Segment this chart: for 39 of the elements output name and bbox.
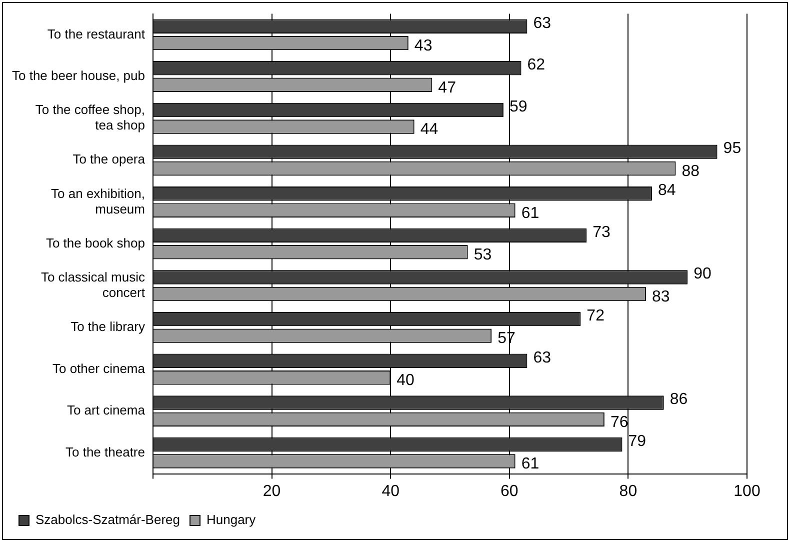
data-label: 86 [670, 391, 688, 408]
legend-label: Szabolcs-Szatmár-Bereg [36, 512, 180, 528]
y-tick-label: To an exhibition, museum [51, 186, 145, 216]
legend-label: Hungary [206, 512, 256, 528]
y-tick-label: To the coffee shop, tea shop [35, 102, 145, 133]
y-tick-label: To art cinema [66, 402, 146, 418]
data-label: 53 [474, 246, 492, 264]
x-tick-label: 60 [500, 482, 518, 500]
data-label: 62 [527, 56, 546, 74]
data-label: 40 [396, 372, 414, 390]
data-label: 61 [521, 456, 540, 473]
data-label: 90 [694, 266, 712, 283]
y-tick-label: To the restaurant [47, 26, 146, 42]
data-label: 88 [682, 162, 700, 180]
data-label: 95 [723, 140, 742, 158]
data-label: 79 [628, 432, 646, 450]
y-tick-label: To other cinema [52, 360, 146, 376]
data-label: 63 [533, 14, 552, 32]
data-label: 73 [592, 224, 611, 241]
data-label: 63 [533, 349, 552, 366]
x-tick-label: 20 [262, 482, 281, 500]
data-label: 47 [438, 79, 456, 96]
y-tick-label: To the theatre [65, 444, 145, 460]
x-tick-label: 40 [382, 482, 400, 500]
data-label: 76 [610, 414, 628, 431]
x-tick-label: 100 [734, 482, 760, 500]
y-tick-label: To the book shop [46, 235, 145, 250]
y-tick-label: To the opera [72, 152, 146, 167]
data-label: 72 [586, 307, 605, 324]
y-tick-label: To classical music concert [40, 269, 146, 300]
x-tick-label: 80 [619, 482, 638, 500]
y-tick-label: To the library [70, 319, 146, 334]
data-label: 61 [521, 204, 540, 222]
data-label: 43 [414, 37, 432, 54]
data-label: 83 [652, 288, 670, 306]
y-tick-label: To the beer house, pub [12, 68, 145, 84]
data-label: 84 [658, 182, 676, 200]
data-label: 44 [420, 121, 438, 138]
data-label: 59 [509, 98, 528, 116]
